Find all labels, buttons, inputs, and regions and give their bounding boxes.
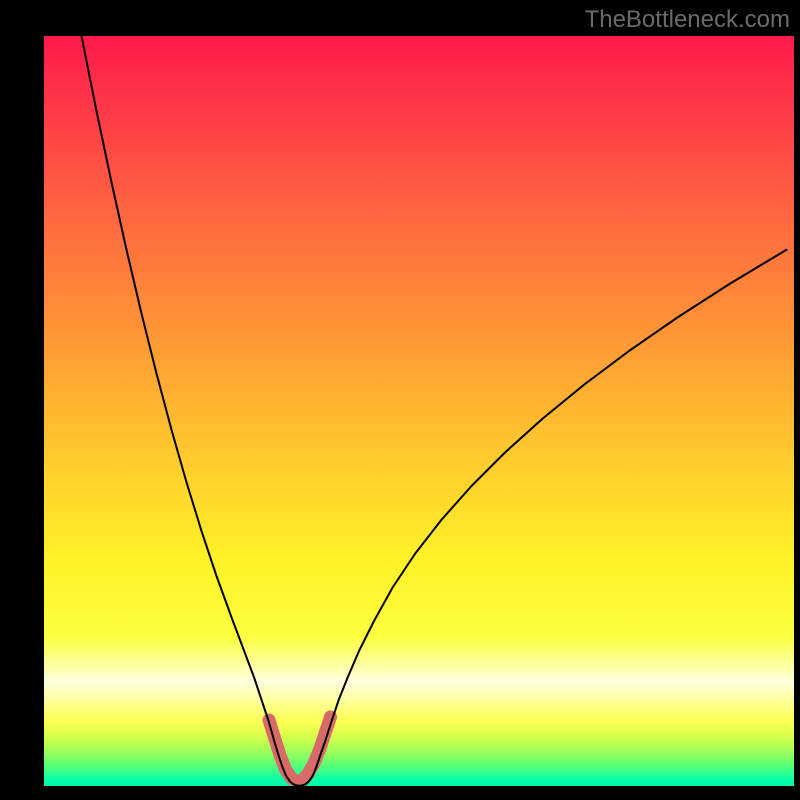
gradient-background: [44, 36, 794, 786]
plot-area: [44, 36, 794, 786]
chart-container: [0, 0, 800, 800]
bottleneck-curve-chart: [44, 36, 794, 786]
watermark-label: TheBottleneck.com: [585, 6, 790, 34]
